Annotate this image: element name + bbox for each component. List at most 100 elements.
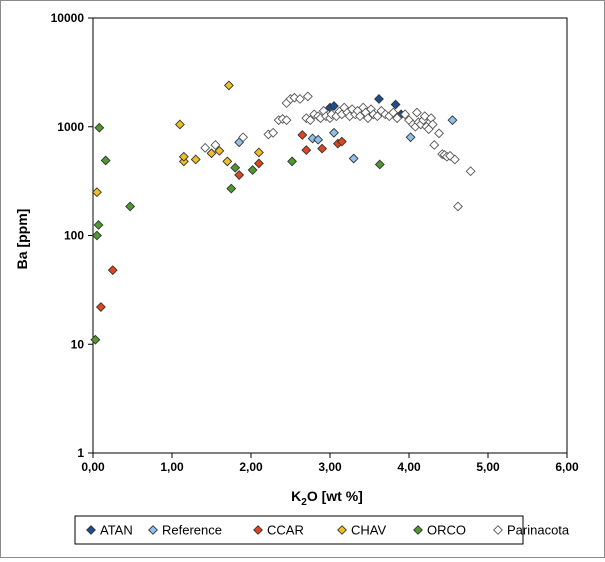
data-point-orco (93, 220, 104, 230)
data-point-parinacota (400, 109, 410, 120)
data-point-reference (348, 153, 359, 164)
data-point-orco (287, 156, 298, 167)
x-tick-label: 5,00 (476, 460, 500, 474)
data-point-parinacota (200, 142, 211, 153)
data-point-parinacota (434, 128, 444, 139)
data-point-orco (230, 162, 241, 173)
data-point-parinacota (295, 94, 305, 104)
data-point-parinacota (453, 201, 463, 212)
series-orco (90, 122, 385, 345)
data-point-orco (125, 201, 136, 212)
y-tick-label: 10 (71, 337, 85, 351)
data-point-orco (92, 230, 102, 241)
data-point-parinacota (268, 127, 279, 138)
series-chav (92, 80, 264, 198)
data-point-parinacota (326, 109, 337, 120)
data-point-ccar (297, 130, 308, 140)
plot-area-border (92, 17, 568, 454)
legend-marker-orco (413, 525, 423, 535)
data-point-ccar (234, 170, 245, 180)
legend-marker-chav (337, 525, 347, 535)
y-tick-label: 10000 (51, 11, 85, 25)
y-axis-title: Ba [ppm] (14, 209, 30, 270)
data-point-ccar (301, 145, 312, 156)
data-point-chav (253, 147, 264, 158)
y-tick-label: 1 (77, 446, 84, 460)
data-point-chav (190, 154, 201, 165)
x-axis-title-main: K (291, 488, 301, 504)
data-point-parinacota (302, 91, 313, 102)
data-point-parinacota (419, 111, 430, 122)
data-point-chav (214, 145, 225, 156)
data-point-parinacota (445, 150, 456, 161)
data-point-ccar (95, 302, 106, 312)
data-point-parinacota (281, 115, 292, 126)
legend-item-atan: ATAN (86, 523, 133, 538)
series-reference (234, 115, 458, 164)
data-point-chav (206, 148, 217, 159)
legend-item-ccar: CCAR (253, 523, 304, 538)
legend: ATAN Reference CCAR CHAV ORCO Parinacota (74, 515, 570, 545)
x-tick-label: 0,00 (81, 460, 105, 474)
data-point-orco (94, 122, 105, 133)
data-point-reference (307, 133, 318, 144)
data-point-ccar (107, 265, 118, 276)
data-point-chav (223, 80, 234, 91)
legend-marker-ccar (253, 525, 263, 535)
data-point-parinacota (305, 115, 316, 126)
x-axis-title-subscript: 2 (301, 497, 307, 508)
y-tick-label: 1000 (57, 120, 84, 134)
legend-marker-reference (148, 525, 158, 535)
legend-item-chav: CHAV (337, 523, 386, 538)
x-tick-label: 2,00 (239, 460, 263, 474)
data-point-atan (329, 101, 339, 111)
data-point-atan (374, 94, 384, 104)
legend-item-parinacota: Parinacota (493, 523, 570, 538)
data-point-parinacota (465, 166, 476, 177)
data-point-parinacota (392, 113, 403, 124)
data-point-parinacota (238, 132, 249, 143)
data-point-ccar (253, 158, 264, 169)
data-point-reference (447, 115, 458, 126)
x-tick-label: 4,00 (397, 460, 421, 474)
data-point-chav (222, 156, 233, 167)
legend-item-orco: ORCO (413, 523, 466, 538)
legend-label-parinacota: Parinacota (507, 523, 570, 538)
legend-marker-parinacota (493, 525, 503, 535)
axes (88, 17, 568, 458)
data-point-orco (90, 334, 101, 345)
x-tick-label: 6,00 (555, 460, 579, 474)
data-point-orco (226, 183, 237, 194)
data-point-atan (390, 99, 401, 110)
legend-label-ccar: CCAR (267, 523, 304, 538)
tick-labels: 0,00 1,00 2,00 3,00 4,00 5,00 6,00 1 10 100 1000 10… (51, 11, 579, 474)
data-point-reference (313, 134, 324, 145)
data-point-orco (100, 155, 111, 166)
x-axis-title: K2O [wt %] (291, 488, 363, 508)
data-point-ccar (317, 143, 328, 154)
data-point-parinacota (372, 111, 383, 122)
data-point-ccar (336, 136, 347, 147)
data-points (90, 80, 476, 345)
data-point-parinacota (388, 107, 399, 118)
y-tick-label: 100 (64, 229, 84, 243)
data-point-orco (247, 165, 258, 175)
x-tick-label: 1,00 (160, 460, 184, 474)
data-point-parinacota (427, 119, 438, 130)
x-axis-title-rest: O [wt %] (307, 488, 363, 504)
data-point-orco (374, 159, 385, 170)
legend-item-reference: Reference (148, 523, 222, 538)
data-point-reference (405, 132, 416, 143)
data-point-chav (92, 187, 102, 198)
legend-label-reference: Reference (162, 523, 222, 538)
legend-label-orco: ORCO (427, 523, 466, 538)
data-point-reference (329, 127, 339, 138)
legend-label-atan: ATAN (100, 523, 133, 538)
data-point-parinacota (210, 140, 221, 150)
data-point-chav (178, 151, 189, 162)
series-parinacota (200, 91, 476, 212)
data-point-chav (174, 119, 185, 130)
data-point-parinacota (449, 154, 460, 165)
